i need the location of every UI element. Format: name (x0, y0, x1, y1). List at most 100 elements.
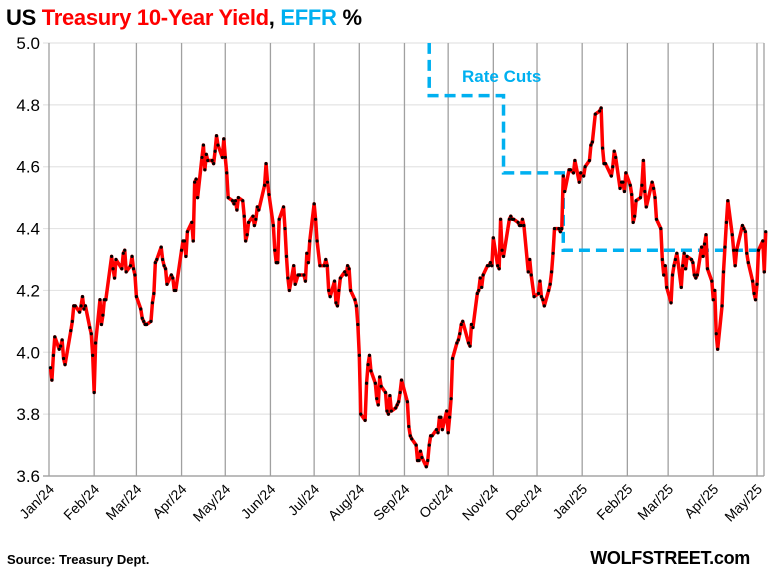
y-tick-label: 4.0 (16, 343, 40, 362)
treasury-yield-point (395, 403, 399, 407)
title-part-percent: % (336, 5, 362, 30)
treasury-yield-point (573, 158, 577, 163)
treasury-yield-point (733, 264, 737, 268)
treasury-yield-point (713, 288, 717, 293)
treasury-yield-point (694, 276, 698, 280)
treasury-yield-point (246, 220, 251, 224)
treasury-yield-point (516, 220, 520, 224)
treasury-yield-point (200, 155, 204, 160)
treasury-yield-point (63, 363, 67, 367)
treasury-yield-point (634, 199, 638, 203)
treasury-yield-point (399, 378, 404, 382)
treasury-yield-point (689, 257, 694, 262)
treasury-yield-point (420, 455, 424, 460)
y-tick-label: 3.8 (16, 405, 40, 424)
treasury-yield-point (752, 291, 756, 296)
treasury-yield-point (335, 304, 340, 308)
treasury-yield-point (560, 226, 564, 231)
treasury-yield-point (286, 276, 290, 280)
treasury-yield-point (60, 338, 64, 342)
treasury-yield-point (558, 230, 562, 234)
treasury-yield-point (332, 279, 337, 283)
treasury-yield-point (459, 322, 463, 327)
treasury-yield-point (496, 264, 500, 268)
treasury-yield-point (660, 257, 664, 262)
treasury-yield-point (293, 282, 297, 286)
treasury-yield-point (405, 400, 409, 404)
treasury-yield-point (220, 155, 224, 160)
treasury-yield-point (701, 254, 705, 259)
treasury-yield-point (539, 295, 543, 299)
treasury-yield-point (328, 295, 332, 299)
treasury-yield-point (547, 288, 551, 293)
treasury-yield-point (230, 199, 235, 203)
treasury-yield-point (184, 254, 188, 259)
treasury-yield-point (624, 171, 628, 175)
treasury-yield-point (367, 353, 372, 357)
treasury-yield-point (603, 162, 608, 166)
treasury-yield-point (244, 239, 248, 243)
treasury-yield-point (563, 189, 567, 194)
treasury-yield-point (755, 282, 759, 286)
treasury-yield-point (233, 199, 238, 203)
treasury-yield-point (477, 288, 481, 293)
treasury-yield-point (201, 143, 206, 147)
treasury-yield-point (529, 273, 533, 277)
treasury-yield-point (526, 270, 530, 274)
treasury-yield-point (284, 254, 289, 259)
treasury-yield-point (140, 316, 144, 320)
treasury-yield-point (297, 273, 302, 277)
treasury-yield-point (354, 304, 358, 308)
treasury-yield-point (590, 140, 594, 144)
treasury-yield-point (287, 288, 291, 293)
treasury-yield-point (561, 174, 565, 178)
treasury-yield-point (139, 307, 143, 311)
treasury-yield-point (491, 236, 495, 240)
treasury-yield-point (445, 409, 449, 413)
treasury-yield-point (394, 406, 398, 410)
treasury-yield-point (82, 307, 86, 311)
treasury-yield-point (579, 171, 583, 175)
treasury-yield-point (386, 412, 391, 416)
treasury-yield-point (318, 264, 322, 268)
treasury-yield-point (673, 257, 678, 262)
treasury-yield-point (265, 180, 270, 184)
treasury-yield-point (353, 298, 357, 302)
treasury-yield-point (263, 183, 267, 187)
treasury-yield-point (430, 434, 434, 438)
treasury-yield-point (210, 158, 214, 163)
treasury-yield-point (466, 341, 471, 345)
x-tick-label: May/24 (190, 481, 234, 525)
treasury-yield-point (756, 248, 761, 252)
treasury-yield-point (254, 217, 258, 221)
treasury-yield-point (424, 465, 428, 469)
treasury-yield-point (732, 248, 736, 252)
treasury-yield-point (190, 220, 194, 224)
treasury-yield-point (327, 288, 331, 293)
treasury-yield-point (764, 230, 768, 234)
treasury-yield-point (475, 291, 479, 296)
treasury-yield-point (379, 384, 383, 388)
treasury-yield-point (206, 158, 210, 163)
treasury-yield-point (385, 409, 389, 413)
treasury-yield-point (162, 264, 166, 268)
x-tick-label: Dec/24 (502, 481, 545, 524)
title-part-us: US (6, 5, 42, 30)
treasury-yield-point (91, 353, 95, 357)
treasury-yield-point (145, 322, 149, 327)
treasury-yield-point (740, 223, 745, 228)
treasury-yield-point (746, 260, 750, 265)
treasury-yield-point (650, 180, 654, 184)
treasury-yield-point (681, 264, 685, 268)
treasury-yield-point (735, 248, 739, 252)
treasury-yield-point (357, 353, 361, 357)
treasury-yield-point (213, 149, 217, 153)
treasury-yield-point (659, 226, 663, 231)
treasury-yield-point (434, 428, 439, 432)
treasury-yield-point (633, 214, 637, 218)
treasury-yield-point (455, 341, 459, 345)
treasury-yield-point (654, 217, 659, 221)
treasury-yield-point (542, 304, 546, 308)
treasury-yield-point (214, 134, 219, 138)
treasury-yield-point (439, 415, 443, 419)
